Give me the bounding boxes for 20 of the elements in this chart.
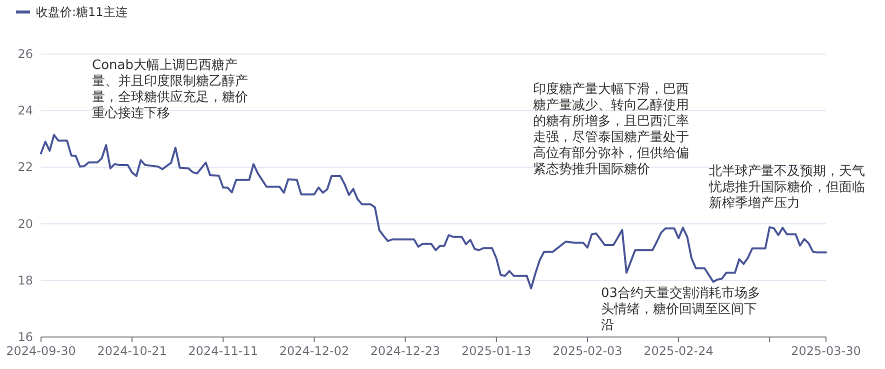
legend-label: 收盘价:糖11主连 — [36, 5, 128, 19]
y-tick-label: 18 — [18, 273, 33, 288]
annotation: 03合约天量交割消耗市场多头情绪，糖价回调至区间下沿 — [601, 286, 762, 334]
y-tick-label: 16 — [18, 330, 33, 344]
x-tick-label: 2024-12-23 — [370, 344, 440, 358]
x-tick-label: 2024-10-21 — [97, 344, 167, 358]
annotation: Conab大幅上调巴西糖产量、并且印度限制糖乙醇产量，全球糖供应充足，糖价重心接连下移 — [92, 58, 249, 122]
x-tick-label: 2024-09-30 — [6, 344, 76, 358]
x-tick-label: 2025-02-03 — [552, 344, 622, 358]
y-tick-label: 26 — [18, 47, 33, 61]
y-tick-label: 20 — [18, 216, 33, 231]
x-tick-label: 2025-03-30 — [791, 344, 861, 358]
x-tick-label: 2024-11-11 — [188, 344, 258, 358]
y-tick-label: 24 — [18, 104, 33, 118]
annotation: 印度糖产量大幅下滑，巴西糖产量减少、转向乙醇使用的糖有所增多，且巴西汇率走强，尽管泰国糖产量处于高位有部分弥补，但供给偏紧态势推升国际糖价 — [533, 82, 690, 178]
x-tick-label: 2025-02-24 — [644, 344, 714, 358]
y-tick-label: 22 — [18, 160, 33, 174]
x-tick-label: 2025-01-13 — [462, 344, 532, 358]
annotation: 北半球产量不及预期，天气忧虑推升国际糖价，但面临新榨季增产压力 — [709, 164, 866, 212]
x-tick-label: 2024-12-02 — [279, 344, 350, 358]
